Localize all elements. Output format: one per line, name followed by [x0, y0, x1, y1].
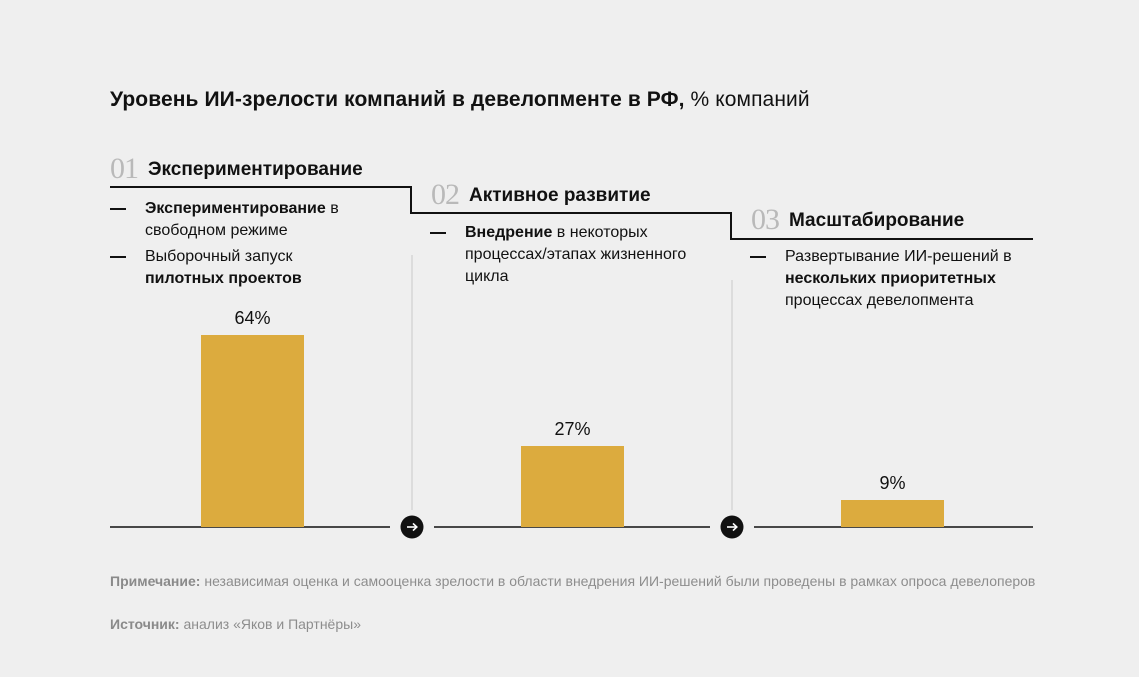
dash-icon: [110, 256, 126, 258]
stage-item-text: в некоторых процессах/этапах жизненного …: [465, 224, 687, 285]
dash-icon: [110, 208, 126, 210]
bar-2: [521, 446, 624, 527]
stage-2-header: 02 Активное развитие: [431, 178, 651, 212]
stage-item: Экспериментирование в свободном режиме: [110, 198, 370, 242]
source-text: анализ «Яков и Партнёры»: [179, 616, 361, 632]
stage-3-name: Масштабирование: [789, 210, 965, 231]
stage-item-text: нескольких приоритетных: [785, 270, 996, 287]
stage-item-text: процессах девелопмента: [785, 292, 974, 309]
source: Источник: анализ «Яков и Партнёры»: [110, 616, 361, 633]
stage-3-items: Развертывание ИИ-решений в нескольких пр…: [750, 246, 1030, 316]
stage-3-header: 03 Масштабирование: [751, 203, 964, 237]
bar-value-label-2: 27%: [554, 419, 590, 439]
stage-1-number: 01: [110, 152, 139, 185]
stage-1-header: 01 Экспериментирование: [110, 152, 363, 186]
stage-item-text: Выборочный запуск: [145, 248, 293, 265]
dash-icon: [430, 232, 446, 234]
chart-title-unit: % компаний: [684, 88, 810, 111]
bar-value-label-3: 9%: [879, 473, 905, 493]
stage-2-name: Активное развитие: [469, 185, 651, 206]
stage-item-text: Экспериментирование: [145, 200, 326, 217]
stage-item: Внедрение в некоторых процессах/этапах ж…: [430, 222, 690, 288]
stage-item-text: пилотных проектов: [145, 270, 302, 287]
note-text: независимая оценка и самооценка зрелости…: [200, 573, 1036, 589]
stage-item-text: Внедрение: [465, 224, 553, 241]
source-label: Источник:: [110, 616, 180, 632]
chart-title: Уровень ИИ-зрелости компаний в девелопме…: [110, 88, 810, 112]
stage-item: Развертывание ИИ-решений в нескольких пр…: [750, 246, 1030, 312]
stage-2-items: Внедрение в некоторых процессах/этапах ж…: [430, 222, 690, 292]
dash-icon: [750, 256, 766, 258]
bar-value-label-1: 64%: [234, 308, 270, 328]
arrow-right-icon: [400, 515, 424, 539]
note-label: Примечание:: [110, 573, 201, 589]
stage-1-name: Экспериментирование: [148, 159, 363, 180]
stage-item: Выборочный запуск пилотных проектов: [110, 246, 370, 290]
bar-3: [841, 500, 944, 527]
stage-1-items: Экспериментирование в свободном режиме Вы…: [110, 198, 370, 294]
bars-group: 64% 27% 9%: [201, 308, 944, 527]
bar-1: [201, 335, 304, 527]
stage-2-number: 02: [431, 178, 460, 211]
stage-3-number: 03: [751, 203, 780, 236]
note: Примечание: независимая оценка и самооце…: [110, 573, 1040, 590]
stage-item-text: в свободном режиме: [145, 200, 339, 239]
stage-step-line: [110, 186, 1033, 240]
arrow-right-icon: [720, 515, 744, 539]
stage-item-text: Развертывание ИИ-решений в: [785, 248, 1012, 265]
chart-title-main: Уровень ИИ-зрелости компаний в девелопме…: [110, 88, 685, 111]
